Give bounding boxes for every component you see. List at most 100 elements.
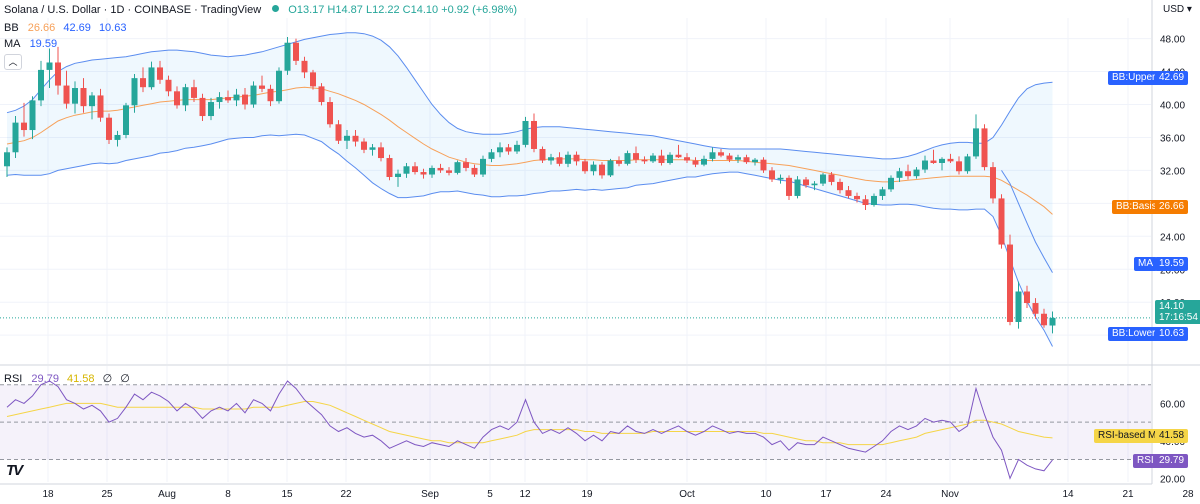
candle-body bbox=[148, 67, 155, 88]
symbol-title[interactable]: Solana / U.S. Dollar · 1D · COINBASE · T… bbox=[4, 4, 262, 16]
candle-body bbox=[233, 94, 240, 101]
x-tick-label: 10 bbox=[760, 489, 772, 500]
rsi-legend[interactable]: RSI 29.79 41.58 ∅ ∅ bbox=[4, 372, 130, 385]
candle-body bbox=[973, 128, 979, 157]
candle-body bbox=[1049, 317, 1056, 326]
candle-body bbox=[888, 177, 894, 190]
rsi-empty-2: ∅ bbox=[120, 373, 130, 385]
x-tick-label: 28 bbox=[1182, 489, 1194, 500]
candle-body bbox=[675, 154, 682, 158]
candle-body bbox=[29, 100, 36, 131]
candle-body bbox=[624, 153, 631, 164]
collapse-legend-button[interactable]: ︿ bbox=[4, 54, 22, 70]
candle-body bbox=[46, 62, 53, 70]
ma-label-value: 19.59 bbox=[1155, 257, 1189, 271]
candle-body bbox=[1024, 291, 1030, 304]
candle-body bbox=[114, 134, 121, 140]
candle-body bbox=[718, 152, 724, 156]
ohlc-values: O13.17 H14.87 L12.22 C14.10 +0.92 (+6.98… bbox=[288, 4, 518, 16]
candle-body bbox=[97, 95, 104, 118]
x-tick-label: 18 bbox=[42, 489, 54, 500]
y-tick-label: 36.00 bbox=[1160, 133, 1185, 144]
candle-body bbox=[964, 156, 971, 172]
x-tick-label: 12 bbox=[519, 489, 531, 500]
bb-upper-label-name: BB:Upper bbox=[1108, 71, 1160, 85]
rsi-ma-label-name: RSI-based MA bbox=[1094, 429, 1168, 443]
bb-lower-value: 10.63 bbox=[98, 22, 127, 34]
candle-body bbox=[301, 60, 308, 73]
candle-body bbox=[318, 86, 325, 103]
candle-body bbox=[735, 157, 741, 160]
chevron-down-icon: ▾ bbox=[1186, 4, 1192, 15]
candle-body bbox=[454, 162, 461, 173]
candle-body bbox=[157, 67, 163, 80]
bb-upper-line bbox=[6, 32, 1053, 160]
ma-legend-label: MA bbox=[4, 38, 21, 50]
candle-body bbox=[165, 79, 172, 92]
x-tick-label: 17 bbox=[820, 489, 832, 500]
candle-body bbox=[794, 179, 801, 196]
x-tick-label: 14 bbox=[1062, 489, 1074, 500]
rsi-tick-label: 20.00 bbox=[1160, 474, 1185, 485]
x-tick-label: 8 bbox=[225, 489, 231, 500]
candle-body bbox=[548, 157, 554, 161]
candle-body bbox=[140, 78, 146, 88]
bb-basis-line bbox=[6, 86, 1053, 215]
candle-body bbox=[650, 155, 656, 162]
candle-body bbox=[726, 155, 733, 160]
rsi-tick-label: 60.00 bbox=[1160, 399, 1185, 410]
candle-body bbox=[930, 160, 937, 163]
candle-body bbox=[871, 195, 877, 206]
candle-body bbox=[216, 97, 223, 103]
candle-body bbox=[191, 87, 197, 98]
ma-legend[interactable]: MA 19.59 bbox=[4, 38, 57, 50]
candle-body bbox=[488, 152, 495, 159]
currency-label[interactable]: USD ▾ bbox=[1163, 4, 1192, 15]
candle-body bbox=[72, 88, 78, 104]
bb-fill-area bbox=[7, 32, 1053, 347]
candle-body bbox=[293, 42, 299, 61]
candle-body bbox=[803, 179, 809, 186]
candle-body bbox=[514, 144, 520, 152]
candle-body bbox=[497, 147, 503, 153]
bb-upper-label-value: 42.69 bbox=[1155, 71, 1189, 85]
bb-lower-label-value: 10.63 bbox=[1155, 327, 1189, 341]
last-price-label: 14.10 17:16:54 bbox=[1155, 300, 1200, 324]
bollinger-band-fill bbox=[7, 32, 1053, 347]
candle-body bbox=[38, 69, 44, 101]
tradingview-logo[interactable]: TV bbox=[6, 462, 23, 479]
candle-body bbox=[990, 167, 996, 199]
candle-body bbox=[743, 157, 750, 163]
candle-body bbox=[225, 97, 231, 101]
y-tick-label: 24.00 bbox=[1160, 232, 1185, 243]
rsi-pane bbox=[0, 380, 1151, 480]
candle-body bbox=[1007, 244, 1013, 322]
grid bbox=[0, 18, 1151, 482]
chart-header: Solana / U.S. Dollar · 1D · COINBASE · T… bbox=[4, 4, 517, 16]
candle-body bbox=[531, 120, 537, 149]
candle-body bbox=[352, 135, 359, 142]
candle-body bbox=[174, 91, 180, 106]
candle-body bbox=[403, 166, 410, 174]
candle-body bbox=[777, 177, 784, 180]
candle-body bbox=[1032, 303, 1039, 314]
candle-body bbox=[556, 157, 563, 164]
candle-body bbox=[208, 102, 214, 117]
candle-body bbox=[599, 164, 605, 176]
candle-body bbox=[1041, 313, 1047, 326]
candle-body bbox=[811, 183, 818, 186]
bb-lower-label-name: BB:Lower bbox=[1108, 327, 1160, 341]
ma-label-name: MA bbox=[1134, 257, 1157, 271]
candle-body bbox=[327, 102, 333, 125]
candle-body bbox=[769, 170, 775, 180]
x-tick-label: Nov bbox=[941, 489, 959, 500]
rsi-ma-value: 41.58 bbox=[67, 373, 95, 385]
x-tick-label: 21 bbox=[1122, 489, 1134, 500]
candle-body bbox=[446, 170, 452, 173]
candle-body bbox=[582, 161, 588, 172]
bb-legend[interactable]: BB 26.66 42.69 10.63 bbox=[4, 22, 126, 34]
candle-body bbox=[80, 88, 87, 107]
rsi-ma-label-value: 41.58 bbox=[1155, 429, 1189, 443]
candle-body bbox=[344, 135, 350, 141]
